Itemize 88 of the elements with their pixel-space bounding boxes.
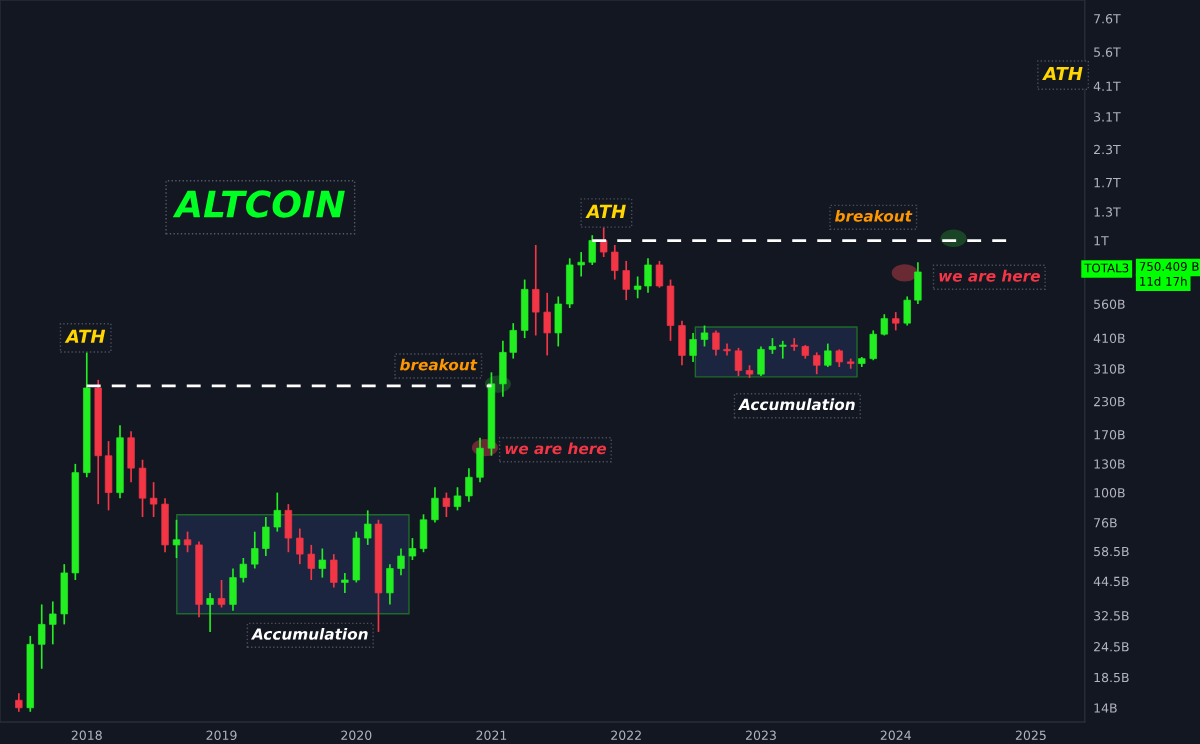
candlestick <box>38 603 46 670</box>
candlestick <box>15 692 23 713</box>
x-tick-label: 2018 <box>71 730 102 740</box>
candlestick <box>465 467 473 503</box>
candlestick <box>611 244 619 281</box>
candlestick <box>217 579 226 609</box>
candlestick <box>633 275 642 300</box>
candlestick <box>712 329 720 357</box>
candlestick <box>296 527 304 565</box>
y-tick-label: 3.1T <box>1094 112 1121 122</box>
candlestick <box>532 244 540 337</box>
annotation: Accumulation <box>738 398 855 411</box>
y-tick-label: 1T <box>1094 236 1109 246</box>
text: 750.409 B <box>1139 261 1199 271</box>
candlestick <box>307 544 315 581</box>
candlestick <box>588 234 596 266</box>
candlestick <box>183 530 192 554</box>
y-tick-label: 100B <box>1094 488 1125 498</box>
candlestick <box>600 226 608 258</box>
candlestick <box>903 295 911 327</box>
candlestick <box>655 260 664 289</box>
candlestick <box>453 486 462 512</box>
x-tick-label: 2020 <box>341 730 372 740</box>
annotation: breakout <box>835 209 913 222</box>
candlestick <box>330 553 338 589</box>
text: 11d 17h <box>1140 276 1187 286</box>
text: ALTCOIN <box>172 190 345 218</box>
x-tick-label: 2023 <box>745 730 776 740</box>
y-tick-label: 4.1T <box>1093 81 1121 91</box>
x-tick-label: 2025 <box>1015 730 1046 740</box>
candlestick <box>364 509 372 546</box>
candlestick <box>318 547 327 579</box>
candlestick <box>689 332 697 363</box>
annotation: we are here <box>505 442 607 455</box>
y-tick-label: 230B <box>1094 396 1125 407</box>
candlestick <box>509 322 517 360</box>
candlestick <box>397 547 405 577</box>
annotation: breakout <box>400 358 478 371</box>
y-tick-label: 1.7T <box>1094 178 1121 188</box>
annotation: we are here <box>939 269 1040 282</box>
candlestick <box>543 292 551 357</box>
y-tick-label: 2.3T <box>1094 144 1121 155</box>
candlestick <box>700 324 709 348</box>
y-tick-label: 14B <box>1094 703 1117 713</box>
y-tick-label: 76B <box>1094 518 1117 528</box>
x-tick-label: 2021 <box>476 730 507 740</box>
candlestick <box>892 311 900 332</box>
x-tick-label: 2022 <box>611 730 641 740</box>
candlestick <box>273 491 281 533</box>
candlestick <box>824 342 832 368</box>
candlestick <box>172 518 181 559</box>
candlestick <box>262 516 270 557</box>
x-tick-label: 2024 <box>880 730 911 740</box>
y-tick-label: 1.3T <box>1094 207 1121 217</box>
y-tick-label: 18.5B <box>1094 672 1129 683</box>
candlestick <box>251 530 259 570</box>
candlestick <box>577 251 585 278</box>
y-tick-label: 560B <box>1094 299 1125 309</box>
y-tick-label: 58.5B <box>1094 546 1129 557</box>
y-tick-label: 44.5B <box>1093 576 1129 587</box>
y-tick-label: 170B <box>1094 429 1125 440</box>
y-tick-label: 5.6T <box>1094 47 1121 57</box>
candlestick <box>790 337 798 352</box>
y-tick-label: 24.5B <box>1094 642 1129 652</box>
candlestick <box>779 339 787 360</box>
candlestick <box>341 572 349 594</box>
annotation: ATH <box>1042 66 1083 81</box>
y-tick-label: 310B <box>1094 364 1125 374</box>
annotation: Accumulation <box>250 627 368 640</box>
candlestick <box>734 347 743 377</box>
candlestick <box>49 600 57 646</box>
y-tick-label: 7.6T <box>1094 13 1121 24</box>
candlestick <box>206 592 214 633</box>
candlestick <box>644 257 652 294</box>
y-tick-label: 32.5B <box>1094 611 1129 621</box>
candlestick <box>239 557 247 584</box>
candlestick <box>149 481 158 518</box>
candlestick <box>431 486 439 524</box>
candlestick <box>408 537 417 561</box>
annotation: ATH <box>585 204 626 218</box>
candlestick <box>442 491 451 518</box>
y-tick-label: 410B <box>1093 333 1125 344</box>
y-tick-label: 130B <box>1094 459 1125 469</box>
x-tick-label: 2019 <box>206 730 237 740</box>
annotation: TOTAL3 <box>1084 263 1129 273</box>
annotation: ATH <box>64 329 106 343</box>
candlestick <box>813 351 821 375</box>
candlestick <box>622 260 630 301</box>
